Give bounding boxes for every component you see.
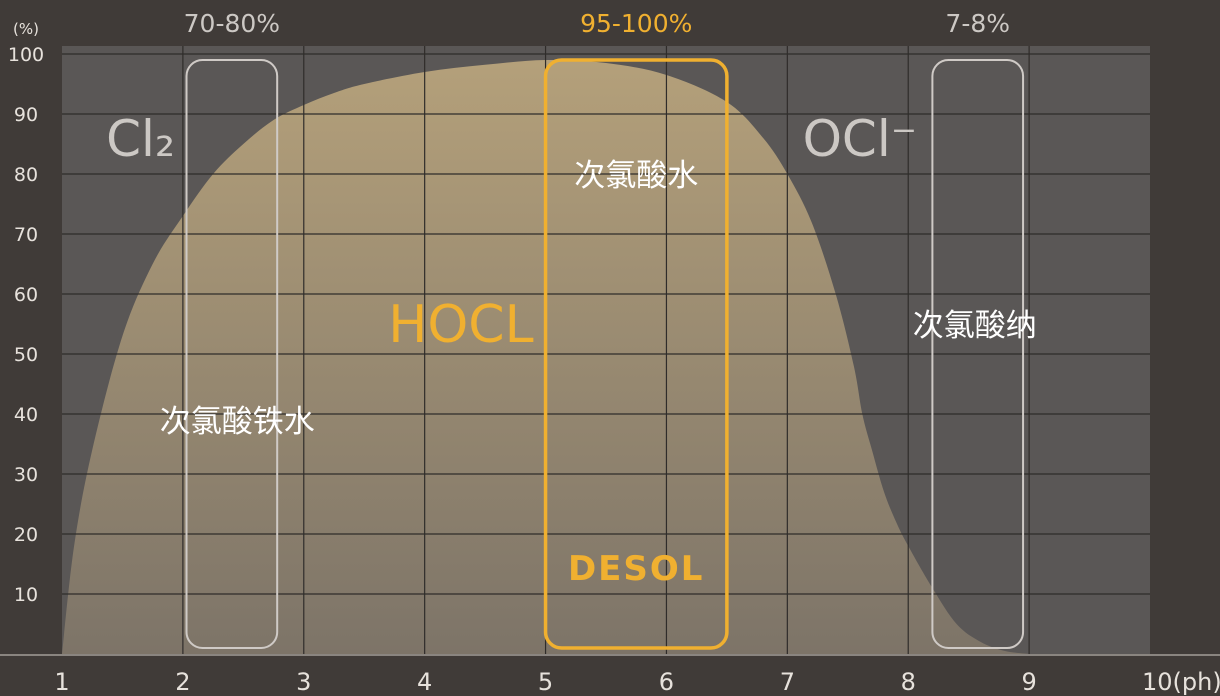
- x-tick-label: 9: [1021, 668, 1036, 696]
- annotation-label: 次氯酸水: [574, 158, 698, 194]
- range-percent-label: 95-100%: [580, 9, 692, 38]
- annotation-label: 次氯酸铁水: [160, 404, 315, 440]
- y-tick-label: 90: [14, 104, 38, 126]
- y-axis-unit-label: (%): [13, 20, 39, 38]
- header-band: [0, 0, 1220, 46]
- desol-logo: DESOL: [568, 549, 705, 589]
- range-box-highlight: [543, 58, 729, 650]
- annotation-label: 次氯酸纳: [913, 308, 1037, 344]
- range-percent-label: 7-8%: [945, 9, 1010, 38]
- x-tick-label: 7: [780, 668, 795, 696]
- y-tick-label: 70: [14, 224, 38, 246]
- x-tick-label: 6: [659, 668, 674, 696]
- y-tick-label: 60: [14, 284, 38, 306]
- x-tick-label: 3: [296, 668, 311, 696]
- x-tick-label: 5: [538, 668, 553, 696]
- range-box: [185, 59, 279, 649]
- x-tick-label: 2: [175, 668, 190, 696]
- y-tick-label: 100: [8, 44, 44, 66]
- x-tick-label: 8: [901, 668, 916, 696]
- range-percent-label: 70-80%: [184, 9, 280, 38]
- y-tick-label: 20: [14, 524, 38, 546]
- x-tick-label: 4: [417, 668, 432, 696]
- species-label-hocl: HOCL: [388, 295, 533, 355]
- species-label: OCl⁻: [803, 110, 918, 168]
- species-label: Cl₂: [106, 110, 175, 168]
- range-box: [931, 59, 1025, 649]
- y-tick-label: 10: [14, 584, 38, 606]
- x-tick-label: 1: [54, 668, 69, 696]
- x-tick-label: 10(ph): [1142, 668, 1220, 696]
- y-tick-label: 40: [14, 404, 38, 426]
- y-tick-label: 80: [14, 164, 38, 186]
- y-tick-label: 50: [14, 344, 38, 366]
- y-tick-label: 30: [14, 464, 38, 486]
